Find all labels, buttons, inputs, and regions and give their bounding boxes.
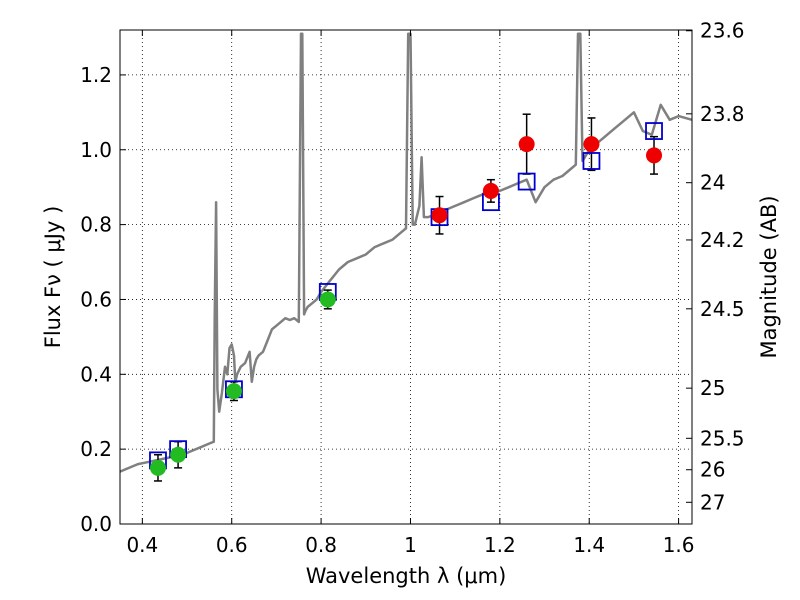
y-tick-label: 0.0	[80, 512, 112, 536]
y-tick-label: 0.2	[80, 437, 112, 461]
y-axis-label: Flux Fν ( μJy )	[41, 206, 65, 349]
optical-data-point	[225, 383, 242, 400]
x-tick-label: 1	[404, 533, 417, 557]
nir-data-point	[583, 136, 600, 153]
x-tick-label: 1.2	[484, 533, 516, 557]
y2-tick-label: 27	[700, 490, 725, 514]
nir-data-point	[646, 147, 663, 164]
x-axis: 0.4 0.6 0.8 1 1.2 1.4 1.6	[126, 30, 695, 557]
y2-tick-label: 25	[700, 376, 725, 400]
nir-data-point	[518, 136, 535, 153]
model-photometry-square	[645, 122, 663, 140]
observed-photometry-layer	[149, 136, 663, 476]
x-tick-label: 1.4	[573, 533, 605, 557]
model-photometry-square	[582, 152, 601, 170]
y-axis: 0.0 0.2 0.4 0.6 0.8 1.0 1.2	[80, 63, 126, 536]
optical-data-point	[319, 291, 336, 308]
y-tick-label: 0.4	[80, 362, 112, 386]
nir-data-point	[431, 207, 448, 224]
plot-frame	[119, 29, 693, 525]
y2-axis: 23.6 23.8 24 24.2 24.5 25 25.5 26 27	[686, 19, 745, 514]
y-tick-label: 0.8	[80, 213, 112, 237]
x-tick-label: 0.8	[305, 533, 337, 557]
y2-tick-label: 23.8	[700, 102, 745, 126]
y-tick-label: 1.2	[80, 63, 112, 87]
y2-tick-label: 24.5	[700, 297, 745, 321]
x-tick-label: 1.6	[663, 533, 695, 557]
optical-data-point	[170, 446, 187, 463]
x-axis-label: Wavelength λ (μm)	[306, 564, 507, 588]
y-tick-label: 0.6	[80, 287, 112, 311]
optical-data-point	[149, 459, 166, 476]
y2-tick-label: 24	[700, 171, 725, 195]
sed-model-layer	[119, 32, 693, 473]
y2-tick-label: 26	[700, 458, 725, 482]
plot-background	[120, 30, 692, 524]
y-tick-label: 1.0	[80, 138, 112, 162]
nir-data-point	[482, 182, 499, 199]
sed-model-line	[119, 32, 693, 473]
x-tick-label: 0.4	[126, 533, 158, 557]
y2-tick-label: 23.6	[700, 19, 745, 43]
y2-axis-label: Magnitude (AB)	[757, 195, 781, 358]
y2-tick-label: 25.5	[700, 426, 745, 450]
model-photometry-square	[517, 172, 536, 191]
y2-tick-label: 24.2	[700, 228, 745, 252]
x-tick-label: 0.6	[216, 533, 248, 557]
